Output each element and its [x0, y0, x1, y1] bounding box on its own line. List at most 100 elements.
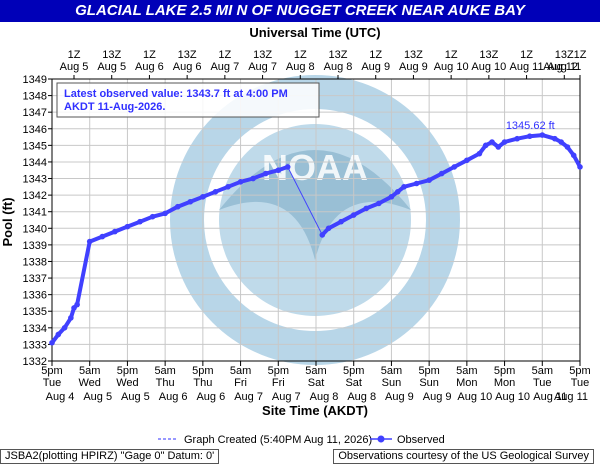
top-tick-date: Aug 5: [60, 61, 89, 73]
y-tick-label: 1334: [23, 323, 47, 335]
y-tick-label: 1333: [23, 339, 47, 351]
top-tick-hour: 13Z: [404, 49, 423, 61]
data-point: [325, 225, 332, 232]
data-point: [86, 238, 93, 245]
data-credit: Observations courtesy of the US Geologic…: [333, 449, 594, 464]
data-point: [162, 210, 168, 217]
latest-value-line1: Latest observed value: 1343.7 ft at 4:00…: [64, 88, 288, 100]
data-point: [61, 325, 68, 331]
data-point: [250, 175, 256, 182]
gage-datum-info: JSBA2(plotting HPIRZ) "Gage 0" Datum: 0': [0, 449, 220, 464]
x-tick-date: Aug 4: [46, 391, 75, 403]
grid-lines: [51, 78, 581, 362]
latest-value-line2: AKDT 11-Aug-2026.: [64, 101, 165, 113]
x-tick-day: Thu: [156, 377, 175, 389]
noaa-logo-mark: NOAA: [262, 147, 368, 188]
data-point: [74, 301, 80, 308]
data-point: [237, 179, 244, 185]
observed-legend-text: Observed: [397, 434, 445, 446]
top-tick-hour: 13Z: [479, 49, 498, 61]
top-tick-date: Aug 6: [173, 61, 202, 73]
y-tick-label: 1341: [23, 207, 47, 219]
top-tick-hour: 1Z: [445, 49, 458, 61]
data-point: [275, 167, 282, 174]
top-tick-date: Aug 10: [471, 61, 506, 73]
x-tick-time: 5pm: [494, 365, 515, 377]
data-point: [376, 200, 382, 207]
x-tick-day: Tue: [571, 377, 590, 389]
data-point: [49, 339, 55, 346]
x-tick-time: 5pm: [343, 365, 364, 377]
top-tick-date: Aug 11: [547, 61, 581, 73]
top-tick-hour: 1Z: [68, 49, 81, 61]
y-tick-label: 1342: [23, 190, 47, 202]
data-point: [225, 184, 231, 190]
data-point: [539, 132, 546, 138]
x-tick-date: Aug 8: [310, 391, 339, 403]
x-tick-date: Aug 11: [554, 391, 588, 403]
x-tick-date: Aug 10: [457, 391, 492, 403]
x-tick-date: Aug 10: [495, 391, 530, 403]
x-tick-time: 5am: [381, 365, 402, 377]
top-tick-hour: 1Z: [369, 49, 382, 61]
data-point: [426, 177, 432, 183]
data-point: [570, 152, 577, 159]
data-point: [476, 150, 483, 157]
x-tick-day: Sun: [419, 377, 439, 389]
data-point: [124, 223, 131, 230]
x-axis-label: Site Time (AKDT): [262, 403, 368, 418]
x-tick-day: Fri: [234, 377, 247, 389]
y-tick-label: 1348: [23, 91, 47, 103]
peak-value-label: 1345.62 ft: [506, 120, 555, 132]
y-tick-label: 1345: [23, 140, 47, 152]
top-tick-hour: 1Z: [520, 49, 533, 61]
top-tick-date: Aug 8: [286, 61, 315, 73]
data-point: [174, 203, 181, 210]
top-tick-date: Aug 9: [399, 61, 428, 73]
data-point: [401, 184, 407, 190]
data-point: [112, 228, 118, 235]
data-point: [99, 233, 106, 240]
top-tick-hour: 1Z: [294, 49, 307, 61]
data-point: [577, 164, 583, 170]
x-tick-time: 5am: [456, 365, 477, 377]
x-tick-time: 5pm: [192, 365, 213, 377]
y-tick-label: 1344: [23, 157, 47, 169]
x-tick-day: Tue: [533, 377, 552, 389]
y-tick-label: 1339: [23, 240, 47, 252]
latest-value-box-frame: [56, 82, 320, 118]
chart-title: GLACIAL LAKE 2.5 MI N OF NUGGET CREEK NE…: [0, 0, 600, 22]
data-point: [212, 189, 219, 195]
data-point: [564, 144, 571, 150]
x-tick-day: Wed: [79, 377, 101, 389]
x-tick-day: Sat: [308, 377, 325, 389]
y-tick-label: 1346: [23, 124, 47, 136]
top-tick-hour: 1Z: [574, 49, 587, 61]
x-tick-day: Tue: [43, 377, 62, 389]
top-tick-date: Aug 10: [434, 61, 469, 73]
top-tick-hour: 13Z: [329, 49, 348, 61]
y-tick-label: 1347: [23, 107, 47, 119]
x-tick-time: 5am: [79, 365, 100, 377]
latest-value-box: Latest observed value: 1343.7 ft at 4:00…: [56, 82, 320, 118]
observed-series: [49, 132, 583, 346]
y-tick-label: 1335: [23, 306, 47, 318]
data-point: [501, 139, 508, 145]
data-point: [55, 331, 62, 338]
x-tick-time: 5pm: [41, 365, 62, 377]
bottom-axis-ticks: 5pmTue5amWed5pmWed5amThu5pmThu5amFri5pmF…: [41, 361, 591, 403]
top-tick-date: Aug 6: [135, 61, 164, 73]
y-tick-label: 1336: [23, 290, 47, 302]
x-tick-day: Mon: [456, 377, 477, 389]
data-point: [262, 170, 269, 177]
top-tick-hour: 13Z: [253, 49, 272, 61]
x-tick-date: Aug 6: [196, 391, 225, 403]
data-point: [552, 135, 558, 142]
top-tick-date: Aug 7: [210, 61, 239, 73]
top-tick-hour: 13Z: [102, 49, 121, 61]
x-tick-time: 5pm: [418, 365, 439, 377]
top-tick-date: Aug 8: [324, 61, 353, 73]
top-tick-date: Aug 9: [361, 61, 390, 73]
top-tick-hour: 1Z: [143, 49, 156, 61]
